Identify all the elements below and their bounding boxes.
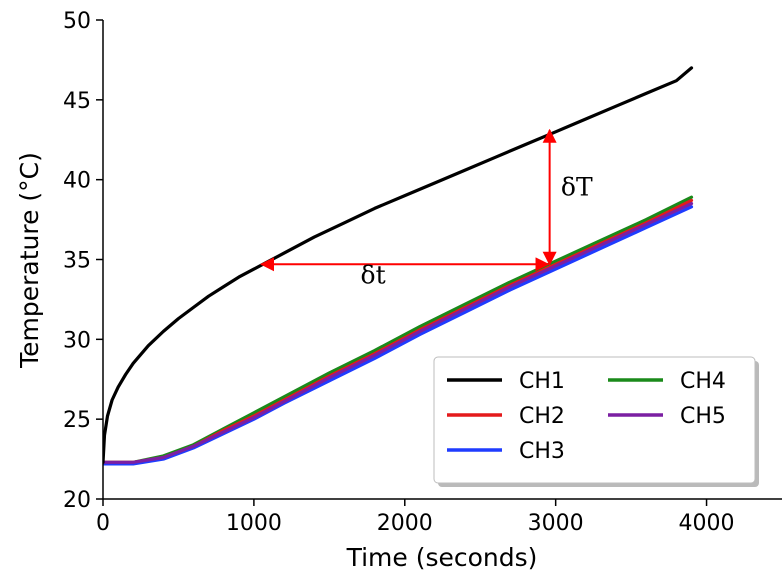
x-tick-label: 3000 [528, 511, 584, 536]
legend-label-ch4: CH4 [680, 369, 726, 394]
legend-label-ch2: CH2 [519, 404, 565, 429]
x-tick-label: 4000 [679, 511, 735, 536]
x-tick-label: 2000 [377, 511, 433, 536]
y-tick-label: 45 [63, 89, 91, 114]
annotation-layer: δt δT [260, 128, 593, 289]
legend-label-ch3: CH3 [519, 439, 565, 464]
y-tick-label: 40 [63, 169, 91, 194]
legend: CH1 CH2 CH3 CH4 CH5 [433, 356, 759, 487]
delta-temp-label: δT [561, 173, 593, 202]
x-ticks: 0 1000 2000 3000 4000 [96, 499, 735, 536]
y-tick-label: 30 [63, 328, 91, 353]
x-tick-label: 0 [96, 511, 110, 536]
y-ticks: 20 25 30 35 40 45 50 [63, 9, 103, 513]
y-tick-label: 20 [63, 488, 91, 513]
legend-label-ch5: CH5 [680, 404, 726, 429]
y-tick-label: 50 [63, 9, 91, 34]
legend-box [433, 356, 756, 484]
series-line-ch5 [103, 202, 694, 464]
y-tick-label: 25 [63, 408, 91, 433]
x-tick-label: 1000 [226, 511, 282, 536]
x-axis-label: Time (seconds) [346, 543, 538, 572]
legend-label-ch1: CH1 [519, 369, 565, 394]
delta-t-label: δt [361, 260, 386, 289]
legend-entries: CH1 CH2 CH3 CH4 CH5 [447, 369, 726, 464]
y-axis-label: Temperature (°C) [15, 152, 44, 369]
y-tick-label: 35 [63, 249, 91, 274]
